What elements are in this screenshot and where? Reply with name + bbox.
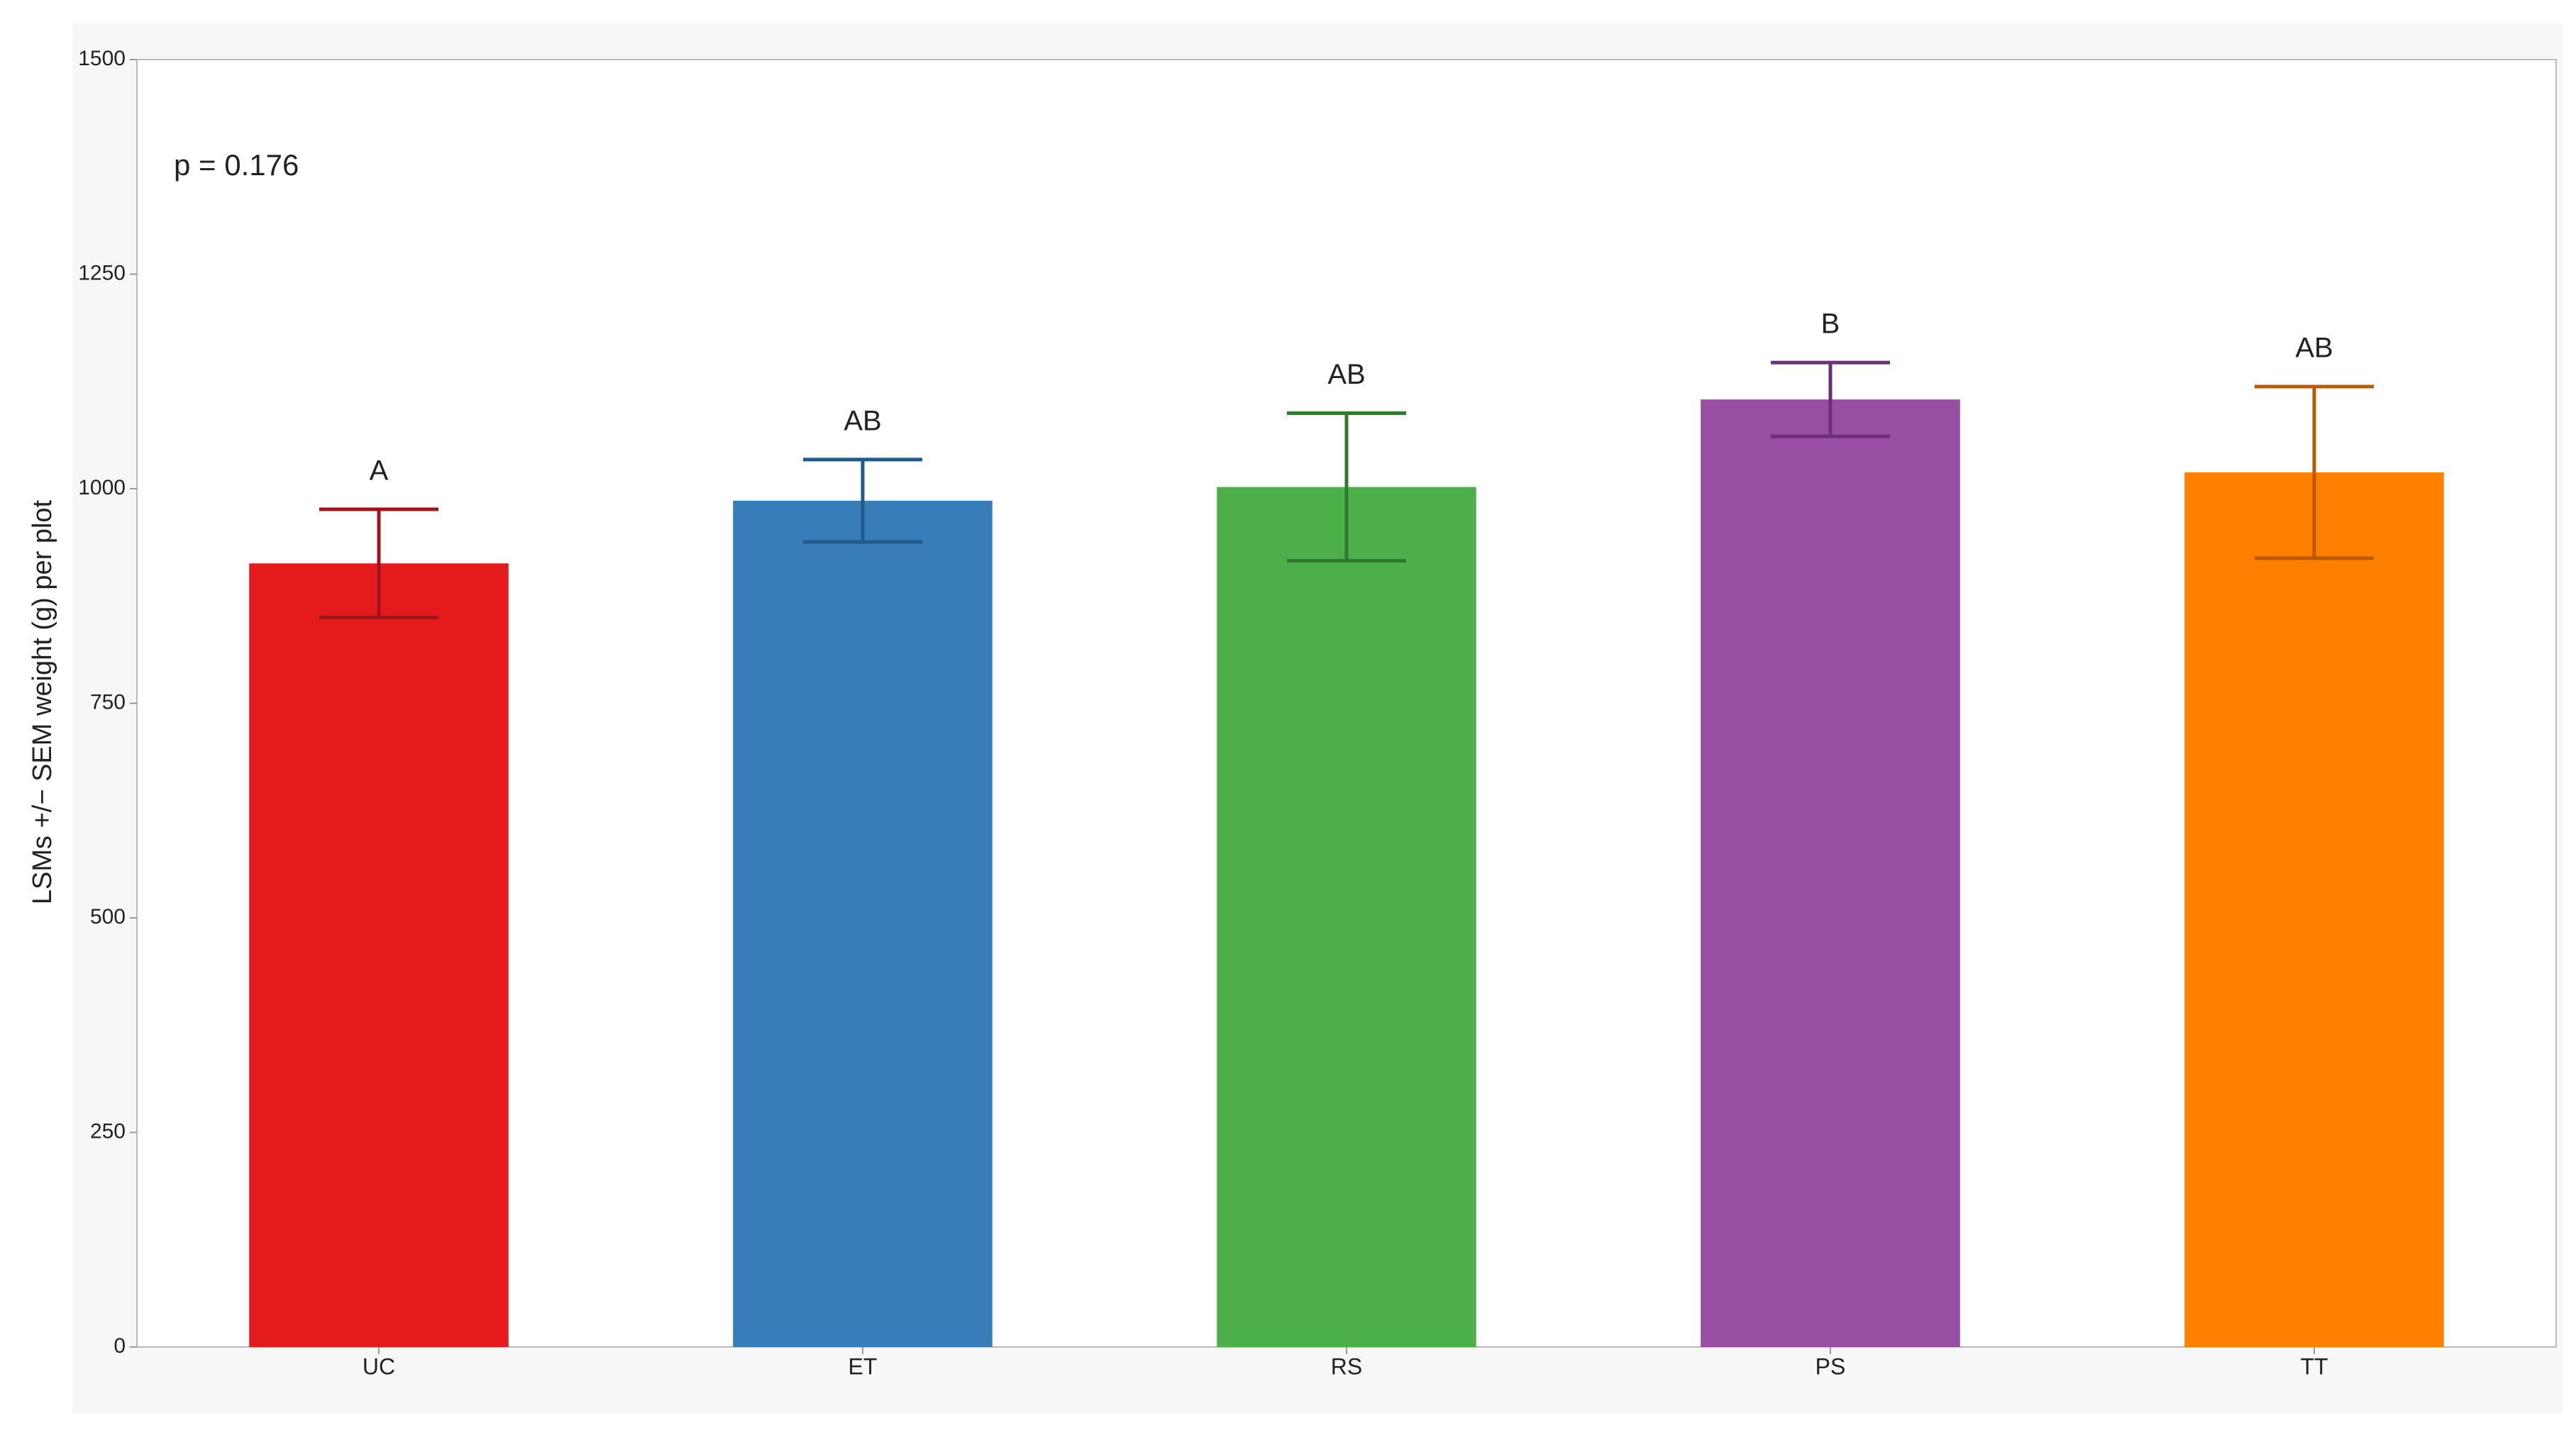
y-tick-label: 250 <box>90 1119 126 1143</box>
y-tick-label: 1250 <box>78 261 126 284</box>
bar <box>733 501 993 1347</box>
y-tick-label: 750 <box>90 690 126 714</box>
x-tick-label: TT <box>2300 1353 2328 1379</box>
group-letter: AB <box>2295 333 2333 364</box>
bar <box>1701 399 1960 1347</box>
x-tick-label: PS <box>1815 1353 1846 1379</box>
group-letter: A <box>370 455 389 487</box>
bar <box>1217 487 1476 1347</box>
group-letter: AB <box>1327 359 1365 390</box>
group-letter: B <box>1821 309 1840 340</box>
x-tick-label: RS <box>1331 1353 1362 1379</box>
x-tick-label: UC <box>363 1353 395 1379</box>
y-axis-label: LSMs +/− SEM weight (g) per plot <box>28 499 57 904</box>
x-tick-label: ET <box>848 1353 878 1379</box>
y-tick-label: 500 <box>90 905 126 929</box>
bar <box>249 563 509 1347</box>
group-letter: AB <box>844 405 881 436</box>
y-tick-label: 1000 <box>78 476 126 499</box>
bar <box>2184 472 2444 1347</box>
y-tick-label: 0 <box>114 1334 126 1358</box>
y-tick-label: 1500 <box>78 47 126 70</box>
p-value-annotation: p = 0.176 <box>174 148 299 182</box>
